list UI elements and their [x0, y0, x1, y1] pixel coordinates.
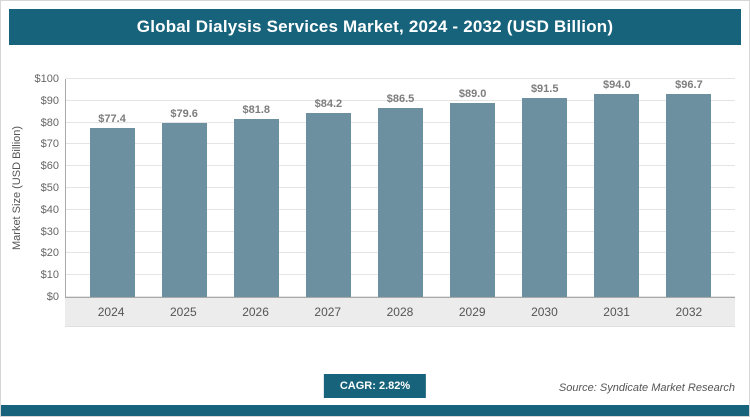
bar-column: $79.6	[148, 79, 220, 297]
y-tick-label: $80	[40, 116, 59, 129]
chart-title-bar: Global Dialysis Services Market, 2024 - …	[9, 9, 741, 45]
cagr-badge: CAGR: 2.82%	[323, 374, 427, 398]
y-tick-label: $100	[34, 73, 59, 85]
y-tick-label: $60	[40, 160, 59, 173]
bar-value-label: $96.7	[675, 79, 703, 91]
bar-value-label: $77.4	[98, 113, 126, 126]
bar	[161, 123, 207, 297]
y-tick-label: $50	[40, 182, 59, 194]
bottom-accent-bar	[1, 405, 749, 416]
bar	[666, 94, 712, 297]
y-tick-label: $30	[40, 225, 59, 238]
bar-column: $77.4	[76, 79, 148, 297]
x-tick-label: 2032	[675, 305, 703, 319]
bar-value-label: $84.2	[314, 98, 343, 111]
bar	[89, 128, 135, 297]
bar-value-label: $81.8	[242, 103, 271, 116]
gridline	[66, 99, 735, 101]
x-tick-label: 2029	[458, 305, 486, 319]
y-tick-label: $90	[40, 94, 59, 107]
source-text: Source: Syndicate Market Research	[558, 382, 735, 394]
y-tick-label: $0	[46, 291, 59, 303]
bar-value-label: $89.0	[458, 87, 487, 100]
y-tick-label: $20	[40, 247, 59, 260]
x-tick-label: 2024	[97, 305, 125, 319]
chart-body: $0 $10 $20 $30 $40 $50 $60 $70 $80 $90 $100 $77.4 $…	[25, 73, 735, 327]
bar-column: $94.0	[581, 79, 653, 297]
bar-value-label: $86.5	[386, 93, 415, 106]
y-tick-label: $70	[40, 138, 59, 151]
bar	[377, 108, 423, 297]
bar	[233, 118, 279, 297]
chart-footer: CAGR: 2.82% Source: Syndicate Market Res…	[1, 374, 749, 400]
bar	[522, 97, 568, 297]
gridline	[66, 78, 735, 79]
bar-column: $81.8	[220, 79, 292, 297]
y-axis-title: Market Size (USD Billion)	[11, 125, 23, 251]
bar-value-label: $94.0	[603, 79, 631, 91]
bar-column: $84.2	[292, 79, 364, 297]
x-tick-label: 2026	[242, 305, 269, 319]
bar-column: $86.5	[364, 79, 436, 297]
bar-value-label: $91.5	[530, 82, 559, 95]
bar-chart: Market Size (USD Billion) $0 $10 $20 $30 $40…	[9, 73, 735, 327]
y-tick-label: $10	[40, 269, 59, 282]
bar-column: $96.7	[653, 79, 725, 297]
bar	[305, 113, 351, 297]
x-tick-label: 2025	[169, 305, 197, 319]
bar	[594, 94, 640, 297]
y-tick-label: $40	[40, 203, 59, 216]
x-axis-labels: 2024 2025 2026 2027 2028 2029 2030 2031 2032	[65, 298, 735, 327]
bar-value-label: $79.6	[170, 108, 198, 121]
bar-column: $91.5	[509, 79, 581, 297]
plot-area: $77.4 $79.6 $81.8 $84.2 $86.5 $89.0 $91.5 $94.0…	[65, 78, 735, 298]
x-tick-label: 2031	[603, 305, 630, 319]
x-tick-label: 2028	[386, 305, 414, 319]
bar	[450, 102, 496, 297]
x-tick-label: 2030	[531, 305, 558, 319]
y-axis-ticks: $0 $10 $20 $30 $40 $50 $60 $70 $80 $90 $100	[25, 73, 65, 303]
bar-column: $89.0	[437, 79, 509, 297]
plot-wrap: $77.4 $79.6 $81.8 $84.2 $86.5 $89.0 $91.5 $94.0…	[65, 78, 735, 327]
x-tick-label: 2027	[314, 305, 342, 319]
chart-title: Global Dialysis Services Market, 2024 - …	[136, 17, 614, 36]
